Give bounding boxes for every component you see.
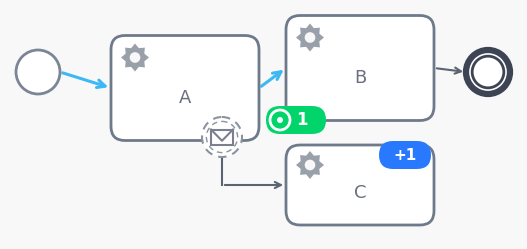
Polygon shape	[296, 23, 324, 52]
Text: B: B	[354, 69, 366, 87]
Circle shape	[466, 50, 510, 94]
FancyBboxPatch shape	[211, 129, 233, 144]
Circle shape	[130, 52, 140, 63]
FancyBboxPatch shape	[379, 141, 431, 169]
Circle shape	[202, 117, 242, 157]
Circle shape	[277, 117, 283, 123]
FancyBboxPatch shape	[286, 15, 434, 121]
Text: A: A	[179, 89, 191, 107]
Text: C: C	[354, 184, 366, 202]
Polygon shape	[296, 151, 324, 179]
Circle shape	[270, 110, 290, 130]
Polygon shape	[121, 44, 149, 71]
FancyBboxPatch shape	[286, 145, 434, 225]
Circle shape	[305, 32, 315, 43]
Text: +1: +1	[393, 147, 417, 163]
FancyBboxPatch shape	[266, 106, 326, 134]
Circle shape	[305, 160, 315, 170]
Circle shape	[472, 56, 504, 88]
Circle shape	[207, 122, 238, 153]
FancyBboxPatch shape	[111, 36, 259, 140]
Circle shape	[16, 50, 60, 94]
Text: 1: 1	[296, 111, 308, 129]
